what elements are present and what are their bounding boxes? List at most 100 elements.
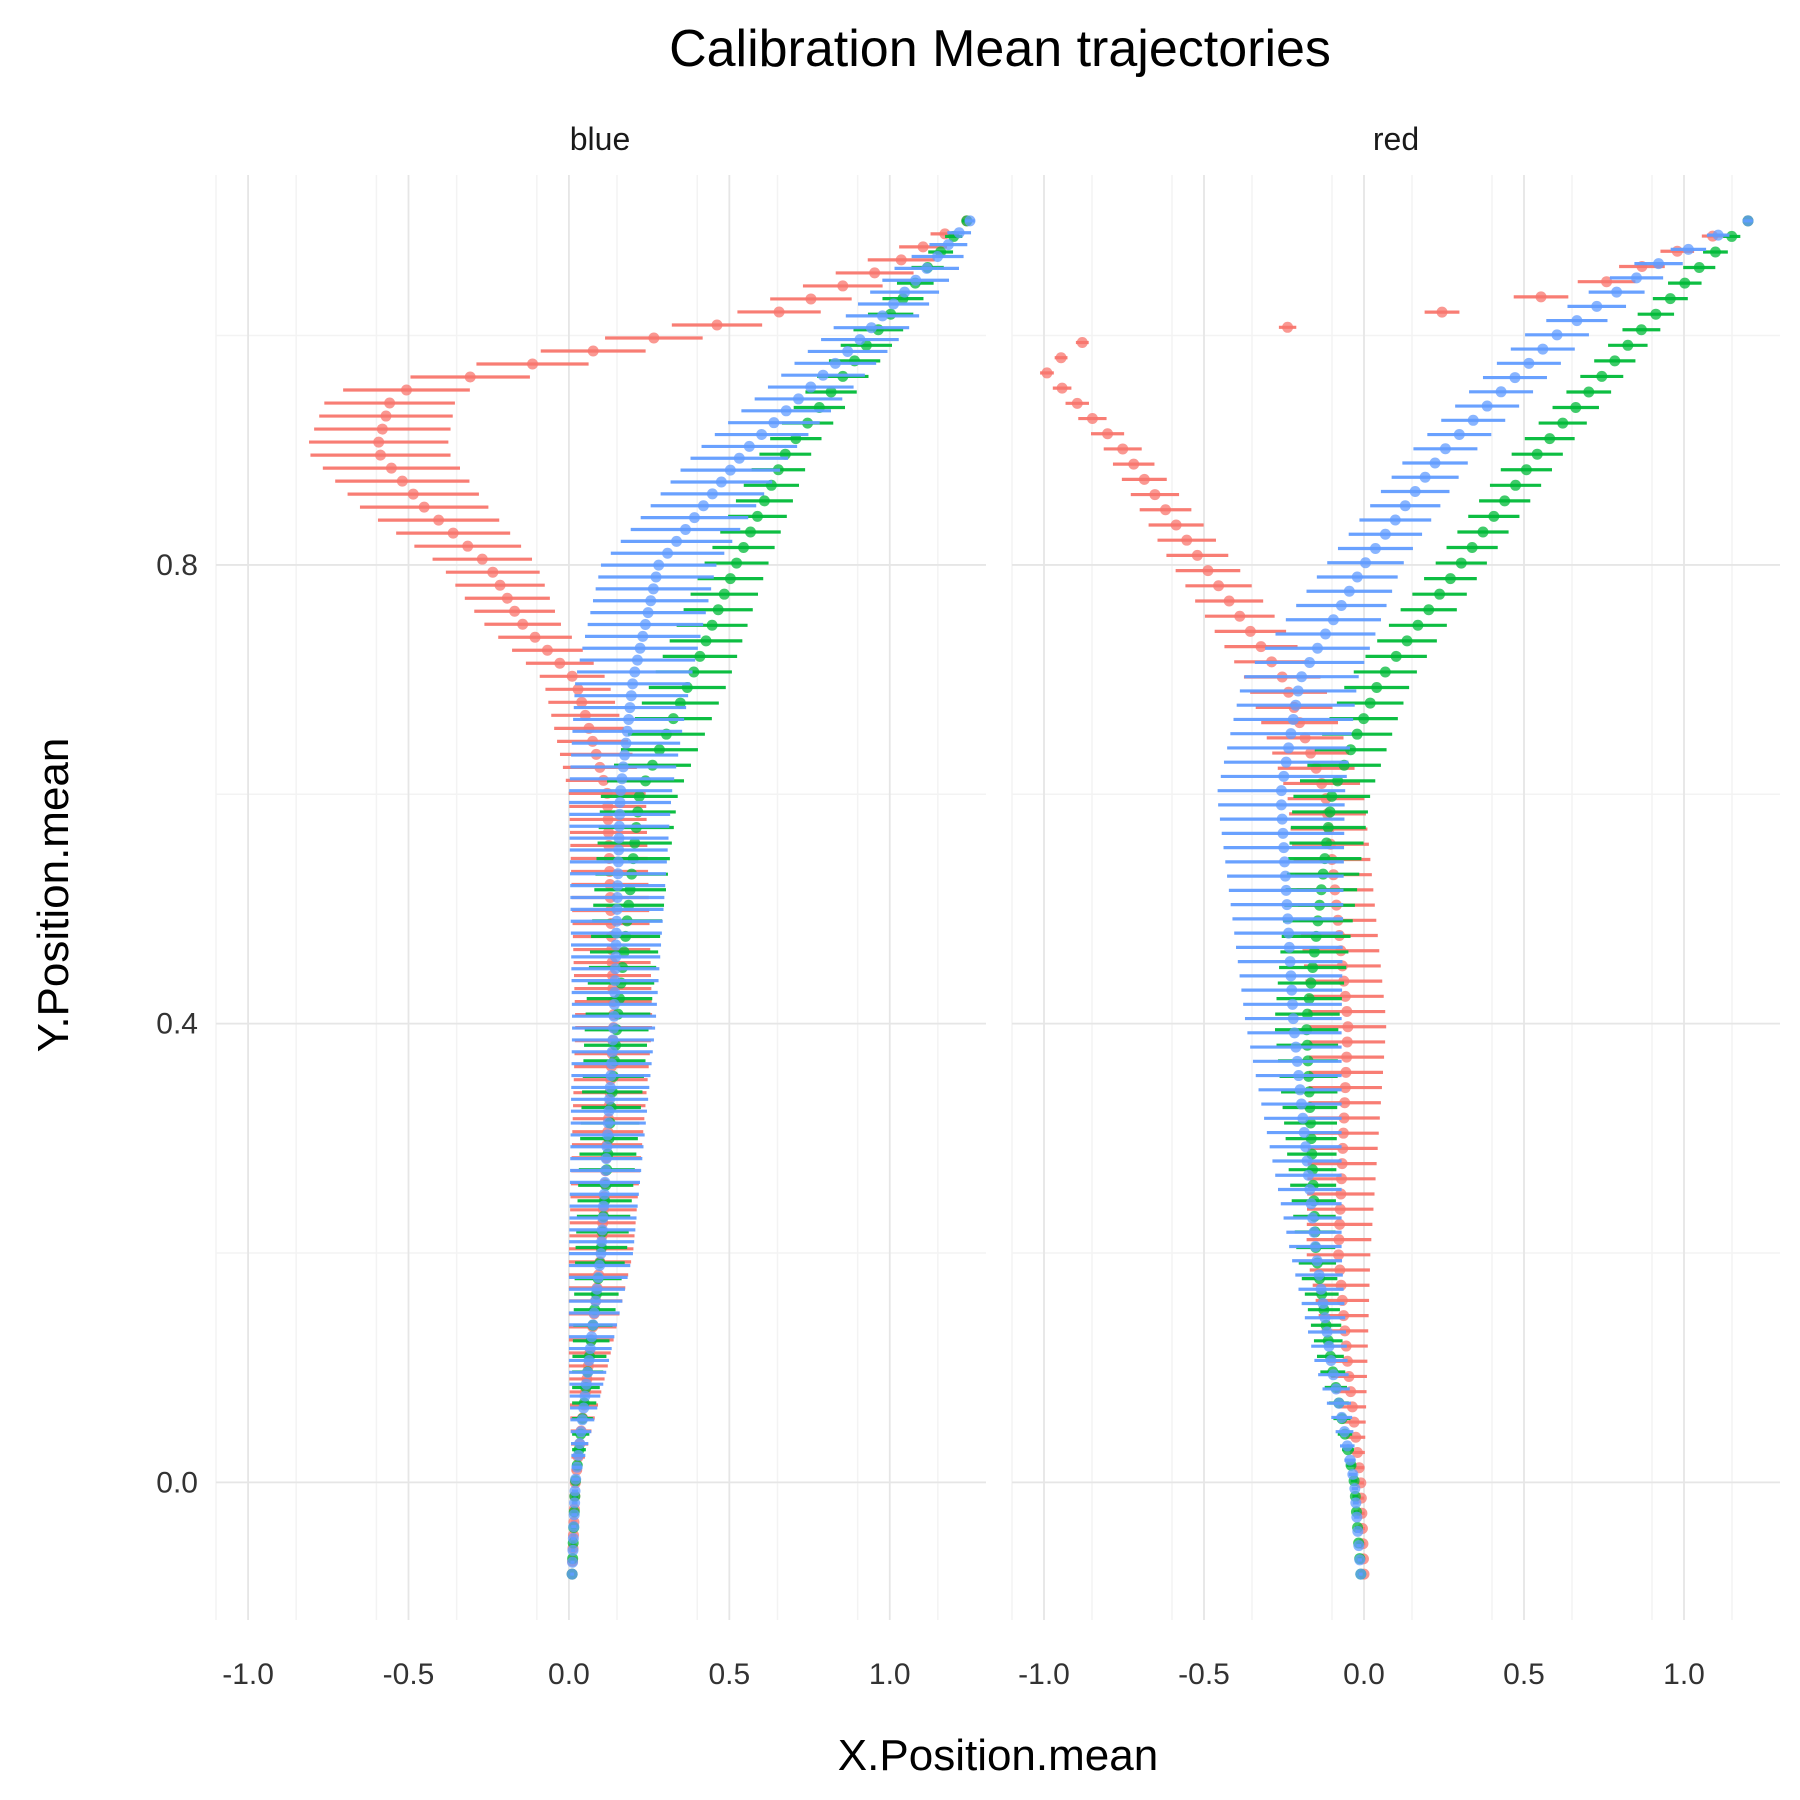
data-point [640,775,652,787]
data-point [587,735,599,747]
data-point [1551,329,1563,341]
data-point [1631,272,1643,284]
data-point [1305,747,1317,759]
data-point [1354,1554,1366,1566]
data-point [1223,595,1235,607]
data-point [1055,352,1067,364]
data-point [1671,245,1683,257]
panel-strip-red: red [1373,121,1419,157]
data-point [1317,868,1329,880]
data-point [694,650,706,662]
data-point [1298,1127,1310,1139]
data-point [733,452,745,464]
data-point [1301,1008,1313,1020]
data-point [1319,628,1331,640]
data-point [899,286,911,298]
data-point [624,702,636,714]
data-point [578,1402,590,1414]
data-point [373,436,385,448]
data-point [1279,856,1291,868]
data-point [612,868,624,880]
data-point [679,524,691,536]
data-point [631,654,643,666]
data-point [566,1568,578,1580]
data-point [1333,1234,1345,1246]
data-point [1477,526,1489,538]
data-point [1324,806,1336,818]
data-point [712,604,724,616]
data-point [646,759,658,771]
data-point [1509,372,1521,384]
data-point [1338,1426,1350,1438]
data-point [462,540,474,552]
data-point [576,1414,588,1426]
data-point [645,595,657,607]
data-point [586,1331,598,1343]
data-point [895,254,907,266]
data-point [751,510,763,522]
data-point [1364,697,1376,709]
data-point [1308,946,1320,958]
data-point [829,357,841,369]
data-point [1334,1264,1346,1276]
y-axis-ticks: 0.0 0.4 0.8 [156,549,198,1499]
data-point [1202,565,1214,577]
data-point [1303,993,1315,1005]
data-point [1429,457,1441,469]
data-point [1280,884,1292,896]
data-point [711,319,723,331]
data-point [1409,486,1421,498]
data-point [604,1081,616,1093]
x-tick-label: -1.0 [222,1658,274,1691]
data-point [629,666,641,678]
data-point [1499,495,1511,507]
series-blue [1217,215,1754,1580]
data-point [1323,1340,1335,1352]
data-point [384,397,396,409]
data-point [642,607,654,619]
data-point [1303,1086,1315,1098]
panel-blue [215,175,986,1620]
data-point [601,1141,613,1153]
data-point [1340,1066,1352,1078]
data-point [773,306,785,318]
data-point [1347,1468,1359,1480]
data-point [1338,1112,1350,1124]
data-point [1412,619,1424,631]
data-point [1311,1255,1323,1267]
data-point [582,1366,594,1378]
data-point [674,697,686,709]
data-point [609,963,621,975]
data-point [596,1236,608,1248]
data-point [1591,300,1603,312]
data-point [1170,519,1182,531]
data-point [587,345,599,357]
data-point [1439,443,1451,455]
data-point [1275,785,1287,797]
data-point [1544,433,1556,445]
data-point [1287,713,1299,725]
data-point [376,423,388,435]
data-point [697,500,709,512]
data-point [501,592,513,604]
data-point [1312,642,1324,654]
data-point [1308,1226,1320,1238]
data-point [1305,977,1317,989]
data-point [1336,1411,1348,1423]
data-point [610,951,622,963]
data-point [1653,258,1665,270]
data-point [609,986,621,998]
data-point [1255,641,1267,653]
data-point [756,429,768,441]
data-point [869,267,881,279]
data-point [1344,1454,1356,1466]
data-point [1622,339,1634,351]
data-point [616,773,628,785]
data-point [639,618,651,630]
data-point [1281,899,1293,911]
data-point [706,619,718,631]
x-tick-label: 1.0 [1663,1658,1705,1691]
data-point [579,1390,591,1402]
data-point [1535,291,1547,303]
data-point [964,215,976,227]
